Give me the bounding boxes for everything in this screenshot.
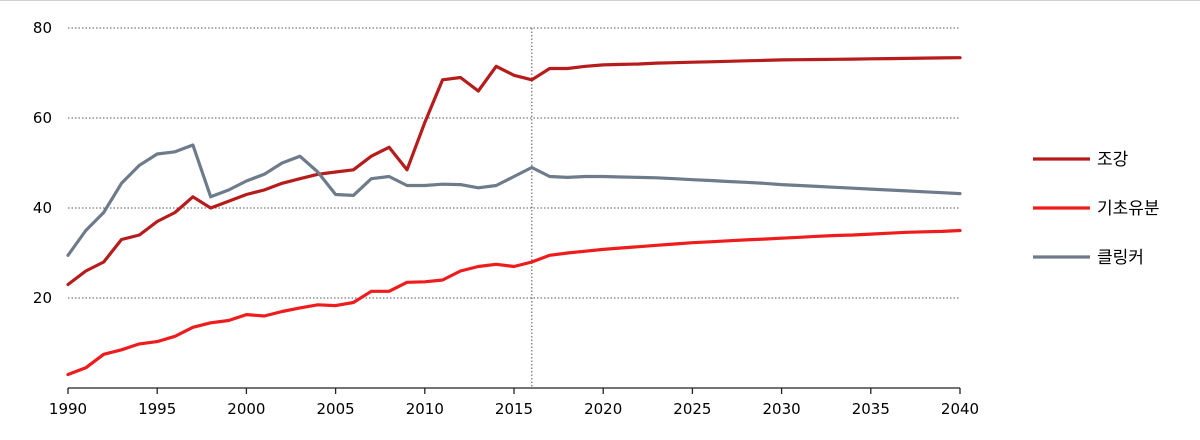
series-lines [66,56,962,377]
y-tick-label: 60 [33,109,52,127]
x-tick-label: 2020 [584,400,622,418]
x-tick-label: 1995 [138,400,176,418]
legend-label-3: 클링커 [1097,248,1144,268]
x-tick-label: 2000 [227,400,265,418]
series-line-1 [66,56,962,287]
legend-label-2: 기초유분 [1097,199,1160,219]
x-tick-label: 2005 [317,400,355,418]
x-tick-label: 2015 [495,400,533,418]
top-border [0,0,1200,1]
gridlines [68,27,960,299]
series-line-3 [66,143,962,257]
y-tick-label: 40 [33,199,52,217]
x-tick-label: 2035 [852,400,890,418]
x-tick-label: 2010 [406,400,444,418]
x-tick-label: 1990 [49,400,87,418]
x-tick-label: 2040 [941,400,979,418]
x-tick-label: 2030 [763,400,801,418]
y-tick-label: 20 [33,289,52,307]
x-tick-label: 2025 [673,400,711,418]
y-tick-label: 80 [33,19,52,37]
series-line-2 [66,228,962,377]
legend-label-1: 조강 [1097,150,1129,170]
